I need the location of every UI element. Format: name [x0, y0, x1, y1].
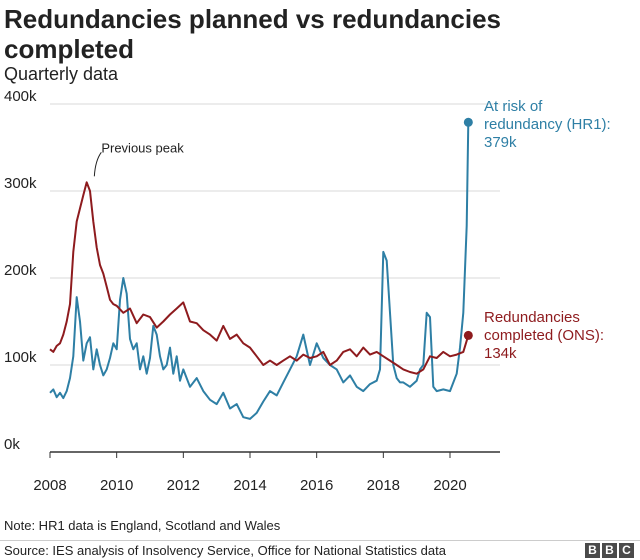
ons-series-label: Redundancies	[484, 309, 580, 326]
x-tick-label: 2010	[100, 477, 133, 494]
chart-note: Note: HR1 data is England, Scotland and …	[4, 518, 281, 533]
annotation-leader-line	[93, 152, 102, 177]
x-tick-label: 2018	[367, 477, 400, 494]
y-tick-label: 100k	[4, 349, 37, 366]
chart-subtitle: Quarterly data	[4, 64, 119, 84]
bbc-logo-letter: B	[585, 543, 600, 558]
y-tick-label: 0k	[4, 436, 20, 453]
bbc-logo-letter: C	[619, 543, 634, 558]
ons-series-label: completed (ONS):	[484, 327, 604, 344]
ons-series-line	[49, 181, 470, 375]
hr1-series-label: 379k	[484, 134, 517, 151]
hr1-series-line	[49, 122, 470, 420]
hr1-end-point	[463, 117, 473, 127]
x-tick-label: 2014	[233, 477, 266, 494]
x-tick-label: 2016	[300, 477, 333, 494]
x-tick-label: 2020	[433, 477, 466, 494]
hr1-series-label: redundancy (HR1):	[484, 116, 611, 133]
x-tick-label: 2008	[33, 477, 66, 494]
y-tick-label: 400k	[4, 88, 37, 105]
annotation-previous-peak: Previous peak	[101, 140, 184, 155]
line-chart: 0k 100k 200k 300k 400k 2008 2010 2012 2014 2016 20…	[4, 88, 611, 494]
y-tick-label: 300k	[4, 175, 37, 192]
y-tick-label: 200k	[4, 262, 37, 279]
page-title: Redundancies planned vs redundancies com…	[4, 4, 502, 64]
bbc-logo: B B C	[585, 543, 634, 558]
bbc-logo-letter: B	[602, 543, 617, 558]
x-tick-label: 2012	[167, 477, 200, 494]
ons-series-label: 134k	[484, 345, 517, 362]
source-text: Source: IES analysis of Insolvency Servi…	[4, 543, 446, 558]
ons-end-point	[463, 330, 473, 340]
footer-divider	[0, 540, 640, 541]
hr1-series-label: At risk of	[484, 98, 543, 115]
